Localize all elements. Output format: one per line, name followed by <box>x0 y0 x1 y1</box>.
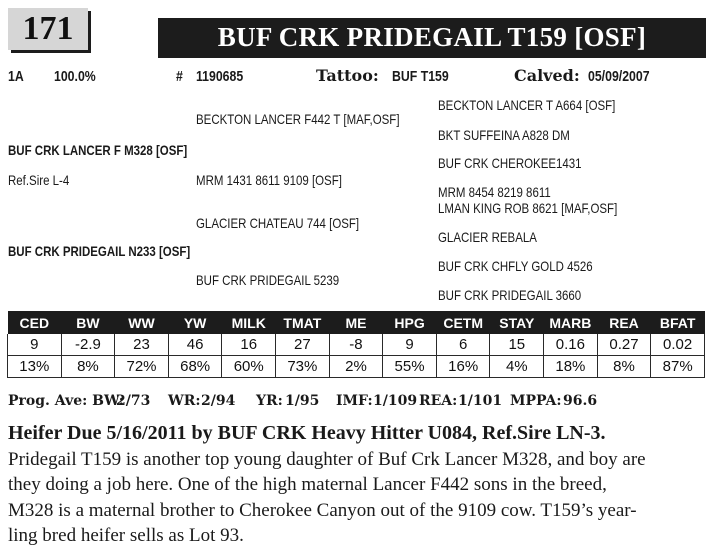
sire-reference: Ref.Sire L-4 <box>8 172 70 188</box>
epd-value-rea: 0.27 <box>596 334 652 356</box>
dam-sire-sire: LMAN KING ROB 8621 [MAF,OSF] <box>438 200 618 216</box>
epd-header-milk: MILK <box>221 311 276 334</box>
percent-value: 100.0% <box>54 68 96 85</box>
prog-yr: 1/95 <box>285 393 320 409</box>
epd-percentile-tmat: 73% <box>275 355 330 378</box>
lot-number: 171 <box>22 10 74 47</box>
prog-imf-label: IMF: <box>336 393 373 409</box>
mppa-label: MPPA: <box>510 393 562 409</box>
dam-sire: GLACIER CHATEAU 744 [OSF] <box>196 215 360 231</box>
epd-header-ww: WW <box>114 311 169 334</box>
epd-header-stay: STAY <box>489 311 544 334</box>
sire-dam-sire: BUF CRK CHEROKEE1431 <box>438 155 582 171</box>
epd-header-yw: YW <box>168 311 222 334</box>
prog-rea-label: REA: <box>419 393 458 409</box>
sire-sire-dam: BKT SUFFEINA A828 DM <box>438 127 570 143</box>
epd-value-milk: 16 <box>221 334 277 356</box>
calved-label: Calved: <box>514 66 580 85</box>
epd-value-bfat: 0.02 <box>650 334 705 356</box>
sire-dam: MRM 1431 8611 9109 [OSF] <box>196 172 342 188</box>
tattoo-value: BUF T159 <box>392 68 449 85</box>
prog-ave-label: Prog. Ave: BW: <box>8 393 124 409</box>
lot-number-box: 171 <box>8 8 88 50</box>
epd-values-row: 9 -2.9 23 46 16 27 -8 9 6 15 0.16 0.27 0.02 <box>7 334 705 356</box>
epd-percentile-stay: 4% <box>489 355 545 378</box>
tattoo-label: Tattoo: <box>316 66 379 85</box>
epd-percentile-marb: 18% <box>543 355 598 378</box>
epd-value-cetm: 6 <box>435 334 491 356</box>
prog-wr: 2/94 <box>201 393 236 409</box>
epd-percentile-yw: 68% <box>167 355 223 378</box>
epd-header-row: CED BW WW YW MILK TMAT ME HPG CETM STAY MARB REA BFA… <box>7 311 705 334</box>
epd-percentile-hpg: 55% <box>382 355 437 378</box>
calved-date: 05/09/2007 <box>588 68 650 85</box>
title-bar: BUF CRK PRIDEGAIL T159 [OSF] <box>158 18 706 58</box>
epd-value-tmat: 27 <box>275 334 330 356</box>
epd-percentile-rea: 8% <box>596 355 652 378</box>
registration-label: # <box>176 68 183 85</box>
epd-percentile-ced: 13% <box>7 355 62 378</box>
epd-header-me: ME <box>329 311 383 334</box>
epd-percentile-me: 2% <box>328 355 384 378</box>
epd-header-hpg: HPG <box>382 311 437 334</box>
dam-dam-dam: BUF CRK PRIDEGAIL 3660 <box>438 287 582 303</box>
epd-value-stay: 15 <box>489 334 545 356</box>
epd-header-ced: CED <box>7 311 62 334</box>
sire-sire: BECKTON LANCER F442 T [MAF,OSF] <box>196 111 400 127</box>
epd-header-marb: MARB <box>543 311 598 334</box>
epd-value-ww: 23 <box>114 334 169 356</box>
epd-value-ced: 9 <box>7 334 62 356</box>
description-line: ling bred heifer sells as Lot 93. <box>8 525 244 546</box>
mppa-value: 96.6 <box>563 393 598 409</box>
epd-percentile-bfat: 87% <box>650 355 705 378</box>
sire-sire-sire: BECKTON LANCER T A664 [OSF] <box>438 97 616 113</box>
heifer-due-line: Heifer Due 5/16/2011 by BUF CRK Heavy Hi… <box>8 422 606 444</box>
epd-value-yw: 46 <box>167 334 223 356</box>
dam-sire-dam: GLACIER REBALA <box>438 229 537 245</box>
registry-code: 1A <box>8 68 24 85</box>
description-line: M328 is a maternal brother to Cherokee C… <box>8 500 637 521</box>
prog-rea: 1/101 <box>458 393 503 409</box>
epd-percentile-milk: 60% <box>221 355 277 378</box>
prog-imf: 1/109 <box>373 393 418 409</box>
epd-percentile-cetm: 16% <box>435 355 491 378</box>
sire-dam-dam: MRM 8454 8219 8611 <box>438 184 551 200</box>
epd-value-hpg: 9 <box>382 334 437 356</box>
epd-header-rea: REA <box>597 311 651 334</box>
prog-bw: 2/73 <box>116 393 151 409</box>
epd-value-marb: 0.16 <box>543 334 598 356</box>
sire-name: BUF CRK LANCER F M328 [OSF] <box>8 142 188 158</box>
animal-name: BUF CRK PRIDEGAIL T159 [OSF] <box>217 22 647 52</box>
dam-dam: BUF CRK PRIDEGAIL 5239 <box>196 272 340 288</box>
epd-value-me: -8 <box>328 334 384 356</box>
epd-percentile-ww: 72% <box>114 355 169 378</box>
dam-name: BUF CRK PRIDEGAIL N233 [OSF] <box>8 243 191 259</box>
epd-percentile-row: 13% 8% 72% 68% 60% 73% 2% 55% 16% 4% 18% 8% 87% <box>7 355 705 378</box>
prog-yr-label: YR: <box>256 393 283 409</box>
epd-header-bfat: BFAT <box>650 311 705 334</box>
registration-number: 1190685 <box>196 68 244 85</box>
description-line: Pridegail T159 is another top young daug… <box>8 449 646 470</box>
epd-header-cetm: CETM <box>436 311 490 334</box>
description-line: they doing a job here. One of the high m… <box>8 474 607 495</box>
epd-table: CED BW WW YW MILK TMAT ME HPG CETM STAY MARB REA BFA… <box>7 311 705 378</box>
dam-dam-sire: BUF CRK CHFLY GOLD 4526 <box>438 258 593 274</box>
epd-header-bw: BW <box>61 311 115 334</box>
epd-value-bw: -2.9 <box>60 334 116 356</box>
epd-header-tmat: TMAT <box>275 311 330 334</box>
prog-wr-label: WR: <box>168 393 201 409</box>
epd-percentile-bw: 8% <box>60 355 116 378</box>
